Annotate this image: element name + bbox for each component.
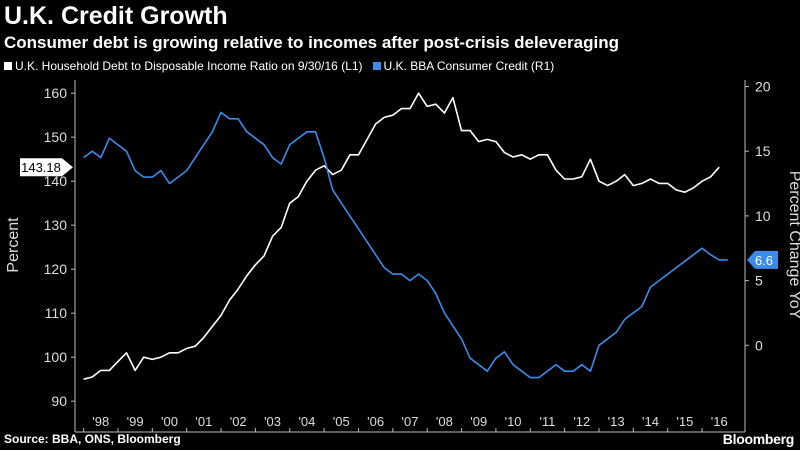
- x-axis-tick-label: '03: [264, 414, 281, 429]
- legend-label-debt-ratio: U.K. Household Debt to Disposable Income…: [15, 59, 363, 73]
- x-axis-tick-label: '01: [195, 414, 212, 429]
- legend-item-debt-ratio: U.K. Household Debt to Disposable Income…: [4, 59, 363, 73]
- chart-subtitle: Consumer debt is growing relative to inc…: [4, 33, 619, 52]
- bloomberg-logo: Bloomberg: [722, 431, 795, 447]
- last-value-badge-debt-ratio: [20, 158, 73, 177]
- right-axis-title: Percent Change YoY: [786, 171, 800, 320]
- left-axis-tick-label: 100: [44, 349, 68, 365]
- left-axis-tick-label: 90: [51, 393, 67, 409]
- left-axis-tick-label: 120: [44, 261, 68, 277]
- right-axis-tick-label: 5: [755, 273, 763, 289]
- legend-item-consumer-credit: U.K. BBA Consumer Credit (R1): [372, 59, 555, 73]
- right-axis-tick-label: 0: [755, 337, 763, 353]
- last-value-label-consumer-credit: 6.6: [755, 253, 773, 268]
- x-axis-tick-label: '09: [470, 414, 487, 429]
- x-axis-tick-label: '11: [539, 414, 555, 429]
- right-axis-tick-label: 10: [755, 208, 771, 224]
- x-axis-tick-label: '12: [573, 414, 590, 429]
- x-axis-tick-label: '02: [230, 414, 247, 429]
- right-axis-tick-label: 15: [755, 143, 771, 159]
- left-axis-tick-label: 160: [44, 85, 68, 101]
- x-axis-tick-label: '15: [676, 414, 693, 429]
- series-line-consumer-credit: [83, 111, 728, 379]
- chart-title: U.K. Credit Growth: [4, 2, 228, 30]
- x-axis-tick-label: '14: [642, 414, 659, 429]
- left-axis-tick-label: 110: [45, 305, 68, 321]
- x-axis-tick-label: '05: [333, 414, 350, 429]
- source-note: Source: BBA, ONS, Bloomberg: [4, 432, 181, 446]
- x-axis-tick-label: '98: [92, 414, 109, 429]
- x-axis-tick-label: '08: [436, 414, 453, 429]
- x-axis-tick-label: '06: [367, 414, 384, 429]
- left-axis-title: Percent: [5, 217, 22, 273]
- legend-swatch-debt-ratio: [4, 62, 12, 70]
- x-axis-tick-label: '16: [711, 414, 728, 429]
- legend-label-consumer-credit: U.K. BBA Consumer Credit (R1): [383, 59, 555, 73]
- right-axis-tick-label: 20: [755, 78, 771, 94]
- x-axis-tick-label: '99: [127, 414, 144, 429]
- series-line-debt-ratio: [83, 92, 720, 380]
- left-axis-tick-label: 130: [44, 217, 68, 233]
- last-value-badge-consumer-credit: [747, 250, 778, 269]
- last-value-label-debt-ratio: 143.18: [21, 160, 61, 175]
- x-axis-tick-label: '13: [608, 414, 625, 429]
- left-axis-tick-label: 140: [44, 173, 68, 189]
- x-axis-tick-label: '04: [298, 414, 315, 429]
- legend: U.K. Household Debt to Disposable Income…: [4, 59, 554, 73]
- legend-swatch-consumer-credit: [372, 62, 381, 70]
- x-axis-tick-label: '00: [161, 414, 178, 429]
- left-axis-tick-label: 150: [44, 129, 68, 145]
- x-axis-tick-label: '10: [505, 414, 522, 429]
- x-axis-tick-label: '07: [402, 414, 419, 429]
